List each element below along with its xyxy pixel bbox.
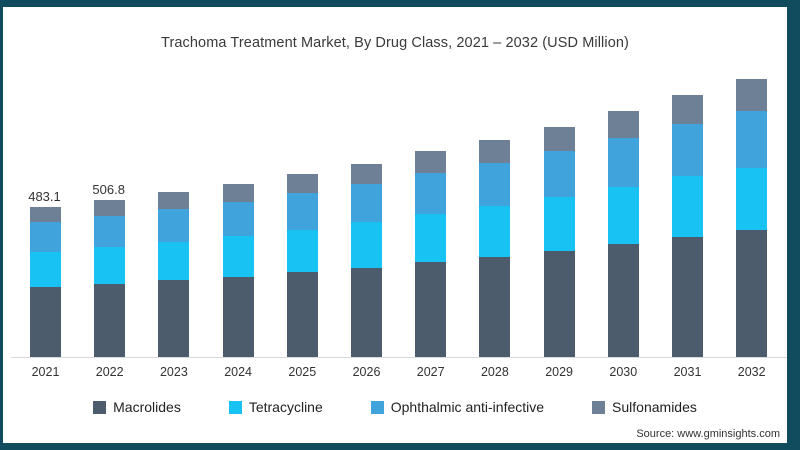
bar-segment-sulfonamides-2025 (286, 174, 318, 194)
bar-segment-macrolides-2021 (30, 287, 61, 357)
bar-segment-macrolides-2022 (94, 283, 126, 357)
bar-segment-ophthalmic-anti-infective-2025 (286, 193, 318, 230)
x-axis-tick-label-2023: 2023 (159, 365, 188, 379)
bar-segment-ophthalmic-anti-infective-2030 (607, 137, 639, 188)
bar-segment-sulfonamides-2021 (30, 207, 61, 223)
bar-segment-ophthalmic-anti-infective-2022 (94, 215, 126, 248)
bar-segment-tetracycline-2026 (351, 222, 382, 268)
bar-segment-sulfonamides-2026 (351, 163, 382, 184)
bar-segment-macrolides-2030 (607, 244, 639, 357)
legend-item-sulfonamides: Sulfonamides (592, 399, 697, 415)
bar-segment-ophthalmic-anti-infective-2023 (158, 209, 190, 242)
legend-swatch-icon-sulfonamides (592, 400, 606, 414)
x-axis-tick-label-2021: 2021 (31, 365, 60, 379)
bar-segment-sulfonamides-2027 (415, 150, 447, 173)
x-axis-tick-label-2029: 2029 (545, 365, 573, 379)
legend-label-ophthalmic-anti-infective: Ophthalmic anti-infective (390, 399, 545, 415)
bar-segment-sulfonamides-2022 (94, 199, 126, 216)
bar-segment-macrolides-2026 (351, 267, 382, 357)
x-axis-tick-label-2026: 2026 (352, 365, 381, 379)
bar-segment-sulfonamides-2031 (672, 95, 703, 124)
bar-segment-ophthalmic-anti-infective-2026 (351, 184, 382, 223)
bar-segment-tetracycline-2030 (607, 187, 639, 245)
bar-segment-macrolides-2023 (158, 280, 190, 357)
bar-segment-sulfonamides-2032 (736, 78, 768, 112)
x-axis-tick-label-2030: 2030 (609, 365, 638, 379)
bar-segment-tetracycline-2025 (286, 229, 318, 273)
bar-segment-sulfonamides-2028 (479, 139, 511, 163)
legend-label-sulfonamides: Sulfonamides (612, 399, 697, 415)
x-axis-tick-label-2027: 2027 (416, 365, 445, 379)
legend-label-macrolides: Macrolides (113, 399, 181, 415)
bar-segment-ophthalmic-anti-infective-2028 (479, 162, 511, 207)
x-axis-tick-label-2025: 2025 (288, 365, 317, 379)
bar-segment-macrolides-2032 (736, 229, 768, 357)
bar-segment-ophthalmic-anti-infective-2029 (543, 151, 575, 198)
bar-segment-sulfonamides-2029 (543, 126, 575, 152)
bar-segment-ophthalmic-anti-infective-2032 (736, 111, 768, 168)
bar-segment-macrolides-2031 (672, 237, 703, 357)
bar-segment-tetracycline-2022 (94, 247, 126, 284)
x-axis-tick-label-2028: 2028 (480, 365, 509, 379)
legend-item-tetracycline: Tetracycline (228, 399, 323, 415)
x-axis-line (11, 357, 787, 358)
bar-segment-sulfonamides-2030 (607, 111, 639, 138)
bar-segment-tetracycline-2021 (30, 251, 61, 288)
bar-segment-tetracycline-2029 (543, 197, 575, 251)
bar-segment-macrolides-2025 (286, 272, 318, 357)
legend-swatch-icon-tetracycline (228, 400, 242, 414)
bar-segment-macrolides-2024 (222, 276, 254, 357)
legend-label-tetracycline: Tetracycline (248, 399, 323, 415)
bar-segment-macrolides-2028 (479, 256, 511, 357)
legend-swatch-icon-macrolides (93, 400, 107, 414)
legend-item-ophthalmic-anti-infective: Ophthalmic anti-infective (370, 399, 545, 415)
x-axis-tick-label-2024: 2024 (224, 365, 252, 379)
bar-segment-tetracycline-2023 (158, 241, 190, 281)
chart-card: Trachoma Treatment Market, By Drug Class… (3, 7, 787, 443)
x-axis-tick-label-2031: 2031 (673, 365, 702, 379)
bar-segment-ophthalmic-anti-infective-2024 (222, 202, 254, 237)
x-axis-tick-label-2032: 2032 (737, 365, 766, 379)
bar-segment-sulfonamides-2023 (158, 192, 190, 210)
legend-swatch-icon-ophthalmic-anti-infective (370, 400, 384, 414)
bar-segment-tetracycline-2032 (736, 167, 768, 230)
bar-segment-tetracycline-2027 (415, 213, 447, 262)
bar-segment-ophthalmic-anti-infective-2031 (672, 123, 703, 177)
bar-segment-tetracycline-2024 (222, 236, 254, 277)
bar-segment-macrolides-2027 (415, 261, 447, 357)
bar-segment-sulfonamides-2024 (222, 184, 254, 202)
bar-segment-ophthalmic-anti-infective-2027 (415, 172, 447, 214)
chart-title: Trachoma Treatment Market, By Drug Class… (161, 35, 629, 51)
source-attribution: Source: www.gminsights.com (636, 428, 780, 440)
legend: Macrolides Tetracycline Ophthalmic anti-in… (3, 399, 787, 415)
bar-total-label-2021: 483.1 (28, 189, 61, 205)
bar-segment-macrolides-2029 (543, 250, 575, 357)
bar-segment-ophthalmic-anti-infective-2021 (30, 222, 61, 252)
bar-total-label-2022: 506.8 (92, 181, 125, 197)
x-axis-tick-label-2022: 2022 (95, 365, 124, 379)
legend-item-macrolides: Macrolides (93, 399, 181, 415)
bar-segment-tetracycline-2028 (479, 206, 511, 257)
bar-segment-tetracycline-2031 (672, 176, 703, 238)
plot-area: 2021 483.1 2022 506.8 2023 2024 2025 2026 2027 20… (3, 7, 787, 443)
